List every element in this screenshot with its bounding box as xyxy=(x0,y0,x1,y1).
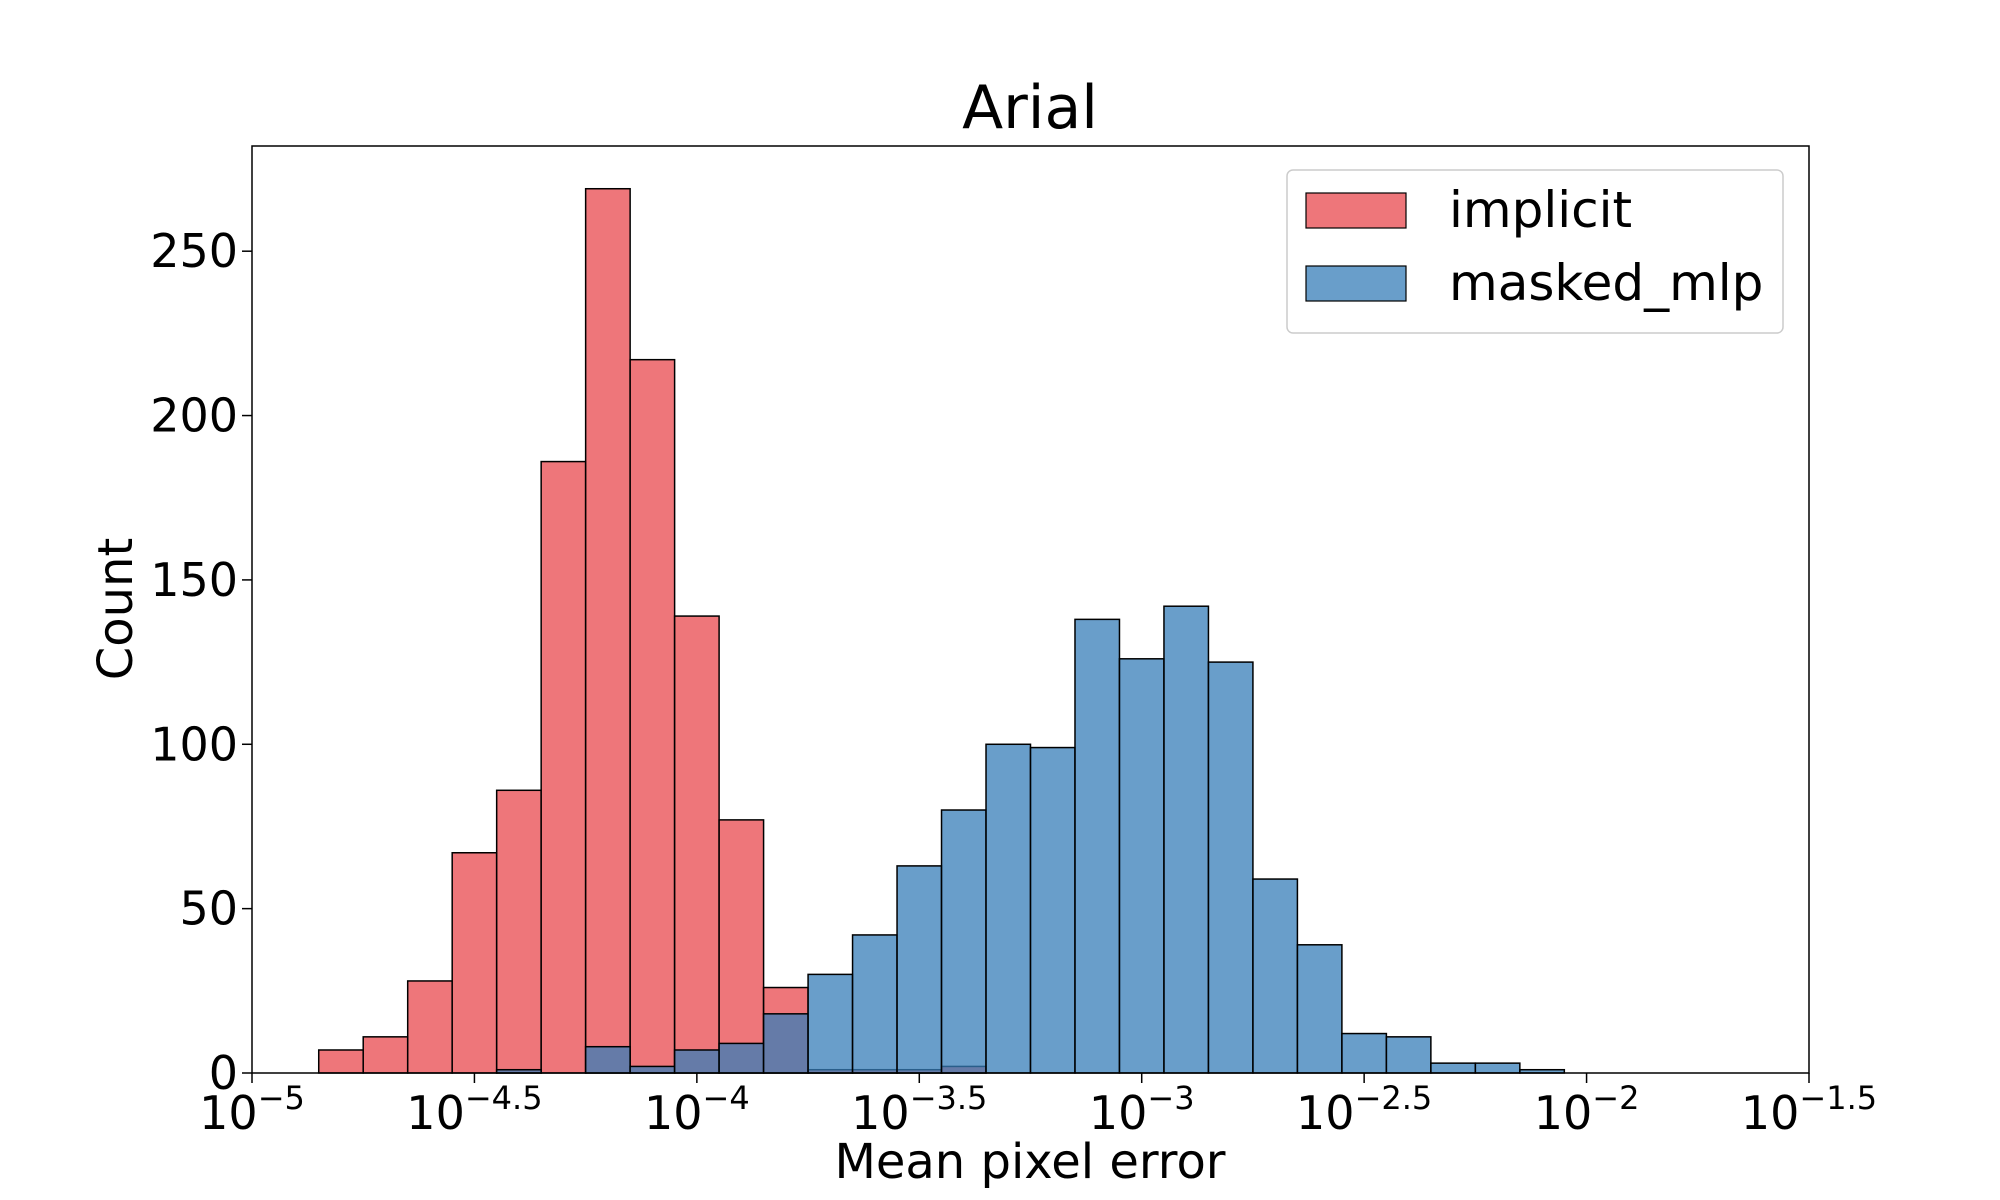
bar-masked-mlp-20 xyxy=(1207,661,1254,1074)
plot-frame xyxy=(251,145,1810,1074)
bar-masked-mlp-15 xyxy=(985,743,1032,1074)
legend-label-masked-mlp: masked_mlp xyxy=(1449,254,1763,312)
bar-implicit-3 xyxy=(451,852,498,1074)
x-tick-label-3: 10−3.5 xyxy=(851,1079,987,1140)
y-tick-label-2: 100 xyxy=(150,717,238,771)
bar-implicit-4 xyxy=(495,789,542,1074)
bar-implicit-7 xyxy=(629,358,676,1074)
x-tick-label-2: 10−4 xyxy=(644,1079,750,1140)
bar-masked-mlp-17 xyxy=(1074,618,1121,1074)
bar-masked-mlp-25 xyxy=(1430,1062,1477,1074)
bar-implicit-9 xyxy=(718,819,765,1074)
x-axis-ticks: 10−5 10−4.5 10−4 10−3.5 10−3 10−2.5 10−2 10−1.5 xyxy=(199,1073,1877,1140)
y-axis-label: Count xyxy=(88,538,144,681)
legend-label-implicit: implicit xyxy=(1449,181,1632,239)
bar-masked-mlp-18 xyxy=(1118,658,1165,1074)
bar-masked-mlp-16 xyxy=(1029,746,1076,1074)
bar-implicit-1 xyxy=(362,1036,409,1074)
bar-implicit-0 xyxy=(317,1049,364,1074)
bar-implicit-6 xyxy=(584,187,631,1074)
y-tick-label-4: 200 xyxy=(150,389,238,443)
bar-masked-mlp-24 xyxy=(1385,1036,1432,1074)
x-axis-label: Mean pixel error xyxy=(834,1134,1225,1190)
bar-masked-mlp-13 xyxy=(896,865,943,1074)
x-tick-label-6: 10−2 xyxy=(1534,1079,1640,1140)
x-tick-label-1: 10−4.5 xyxy=(406,1079,542,1140)
bar-masked-mlp-19 xyxy=(1163,605,1210,1074)
legend-swatch-masked-mlp xyxy=(1305,265,1407,302)
bar-masked-mlp-11 xyxy=(807,973,854,1074)
bar-masked-mlp-14 xyxy=(940,809,987,1074)
chart-title: Arial xyxy=(962,73,1098,143)
bar-implicit-2 xyxy=(406,980,453,1074)
bar-masked-mlp-6 xyxy=(584,1045,631,1074)
y-axis-ticks: 0 50 100 150 200 250 xyxy=(150,224,252,1100)
series-implicit-bars xyxy=(317,187,987,1074)
x-tick-label-5: 10−2.5 xyxy=(1296,1079,1432,1140)
x-tick-label-0: 10−5 xyxy=(199,1079,305,1140)
bar-masked-mlp-8 xyxy=(673,1049,720,1074)
y-tick-label-0: 0 xyxy=(209,1046,238,1100)
legend-frame xyxy=(1286,169,1784,334)
bar-masked-mlp-9 xyxy=(718,1042,765,1074)
bar-masked-mlp-10 xyxy=(762,1013,809,1074)
bar-masked-mlp-12 xyxy=(851,934,898,1074)
bar-masked-mlp-23 xyxy=(1341,1032,1388,1074)
legend: implicit masked_mlp xyxy=(1286,169,1784,334)
bar-implicit-8 xyxy=(673,615,720,1074)
legend-swatch-implicit xyxy=(1305,192,1407,229)
bar-implicit-5 xyxy=(540,460,587,1074)
bar-masked-mlp-26 xyxy=(1474,1062,1521,1074)
bar-masked-mlp-22 xyxy=(1296,944,1343,1074)
y-tick-label-1: 50 xyxy=(179,882,238,936)
bar-masked-mlp-21 xyxy=(1252,878,1299,1074)
bar-masked-mlp-7 xyxy=(629,1065,676,1074)
y-tick-label-5: 250 xyxy=(150,224,238,278)
x-tick-label-7: 10−1.5 xyxy=(1741,1079,1877,1140)
y-tick-label-3: 150 xyxy=(150,553,238,607)
x-tick-label-4: 10−3 xyxy=(1089,1079,1195,1140)
